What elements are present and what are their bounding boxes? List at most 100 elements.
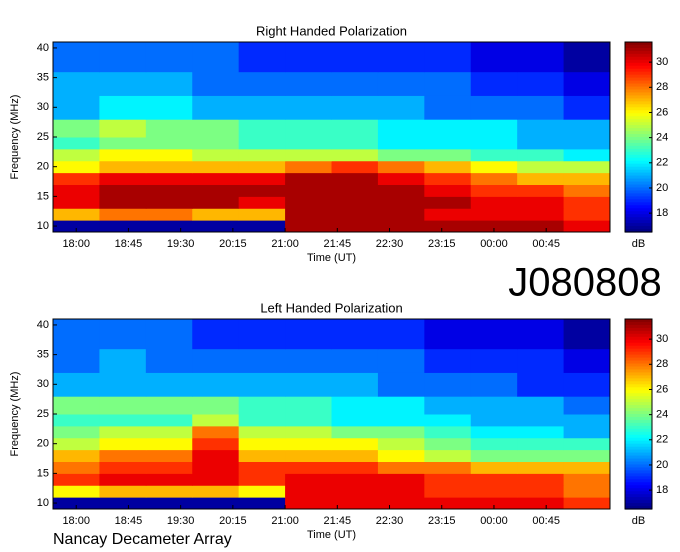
heat-cell	[377, 220, 425, 233]
heat-cell	[517, 208, 565, 221]
heat-cell	[331, 425, 379, 439]
colorbar-tick-label: 28	[656, 358, 668, 370]
heat-cell	[99, 95, 147, 120]
colorbar-step	[625, 470, 652, 474]
heat-cell	[192, 414, 240, 427]
heat-cell	[99, 119, 147, 138]
heat-cell	[285, 160, 332, 174]
heat-cell	[377, 485, 425, 498]
colorbar-step	[625, 175, 652, 180]
heat-cell	[99, 196, 147, 209]
colorbar-step	[625, 336, 652, 341]
heat-cell	[470, 95, 518, 120]
heat-cell	[563, 137, 611, 150]
colorbar-step	[625, 139, 652, 144]
heat-cell	[238, 461, 286, 474]
heat-cell	[331, 184, 379, 197]
heat-cell	[331, 372, 379, 397]
heat-cell	[99, 437, 147, 451]
colorbar-step	[625, 113, 652, 117]
heat-cell	[377, 449, 425, 462]
heat-cell	[99, 425, 147, 439]
y-tick-label: 20	[37, 161, 49, 173]
y-tick-label: 35	[37, 72, 49, 84]
heat-cell	[285, 425, 332, 439]
heat-cell	[99, 372, 147, 397]
heat-cell	[238, 396, 286, 415]
y-tick-label: 40	[37, 42, 49, 54]
heat-cell	[424, 461, 472, 474]
colorbar-label: dB	[632, 515, 645, 527]
heat-cell	[517, 137, 565, 150]
colorbar-step	[625, 500, 652, 504]
colorbar-step	[625, 154, 652, 159]
heat-cell	[192, 160, 240, 174]
heat-cell	[145, 119, 193, 138]
heat-cell	[424, 220, 472, 233]
heat-cell	[331, 42, 379, 73]
heat-cell	[470, 473, 518, 486]
heat-cell	[53, 148, 100, 162]
heat-cell	[238, 137, 286, 150]
colorbar-step	[625, 354, 652, 359]
colorbar-step	[625, 77, 652, 82]
heat-cell	[53, 208, 100, 221]
heat-cell	[331, 414, 379, 427]
heat-cell	[331, 119, 379, 138]
heat-cell	[517, 119, 565, 138]
x-tick-label: 18:45	[115, 238, 143, 250]
heat-cell	[331, 137, 379, 150]
x-tick-label: 21:00	[271, 238, 299, 250]
colorbar-step	[625, 89, 652, 94]
heat-cell	[53, 137, 100, 150]
heat-cell	[99, 137, 147, 150]
colorbar-tick-label: 20	[656, 182, 668, 194]
heat-cell	[285, 196, 332, 209]
colorbar-tick-label: 18	[656, 207, 668, 219]
heat-cell	[517, 414, 565, 427]
heat-cell	[192, 220, 240, 233]
colorbar-step	[625, 378, 652, 382]
heat-cell	[424, 485, 472, 498]
colorbar-step	[625, 42, 652, 46]
heat-cell	[192, 425, 240, 439]
colorbar-step	[625, 375, 652, 379]
heat-cell	[377, 396, 425, 415]
heat-cell	[285, 437, 332, 451]
heat-cell	[377, 42, 425, 73]
colorbar-step	[625, 434, 652, 439]
heat-cell	[192, 184, 240, 197]
heat-cell	[192, 196, 240, 209]
heat-cell	[238, 172, 286, 185]
colorbar-step	[625, 387, 652, 391]
heat-cell	[563, 485, 611, 498]
heat-cell	[424, 437, 472, 451]
heat-cell	[192, 42, 240, 73]
heat-cell	[470, 449, 518, 462]
heat-cell	[424, 160, 472, 174]
colorbar-step	[625, 494, 652, 498]
colorbar-step	[625, 402, 652, 406]
heat-cell	[238, 319, 286, 350]
heat-cell	[99, 461, 147, 474]
heat-cell	[238, 485, 286, 498]
heat-cell	[145, 485, 193, 498]
heat-cell	[192, 95, 240, 120]
colorbar-step	[625, 339, 652, 344]
heat-cell	[145, 71, 193, 96]
heat-cell	[145, 497, 193, 510]
colorbar-step	[625, 50, 652, 55]
heat-cell	[517, 42, 565, 73]
heat-cell	[470, 71, 518, 96]
colorbar-step	[625, 92, 652, 97]
x-tick-label: 19:30	[167, 515, 195, 527]
heat-cell	[145, 348, 193, 373]
heat-cell	[238, 148, 286, 162]
colorbar-step	[625, 220, 652, 224]
colorbar-step	[625, 65, 652, 70]
colorbar-step	[625, 372, 652, 377]
heat-cell	[470, 196, 518, 209]
heat-cell	[563, 160, 611, 174]
heat-cell	[285, 184, 332, 197]
colorbar-step	[625, 330, 652, 335]
